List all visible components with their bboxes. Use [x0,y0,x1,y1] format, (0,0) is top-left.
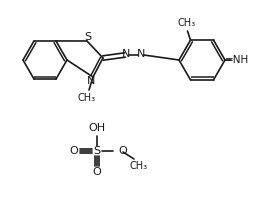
Text: CH₃: CH₃ [78,93,96,103]
Text: OH: OH [89,123,106,133]
Text: CH₃: CH₃ [177,18,195,28]
Text: N: N [137,49,145,59]
Text: O: O [93,167,101,177]
Text: S: S [85,32,92,42]
Text: S: S [93,146,100,156]
Text: CH₃: CH₃ [130,161,148,171]
Text: =NH: =NH [225,55,249,65]
Text: N: N [122,49,130,59]
Text: O: O [118,146,127,156]
Text: O: O [70,146,78,156]
Text: N: N [87,76,95,86]
